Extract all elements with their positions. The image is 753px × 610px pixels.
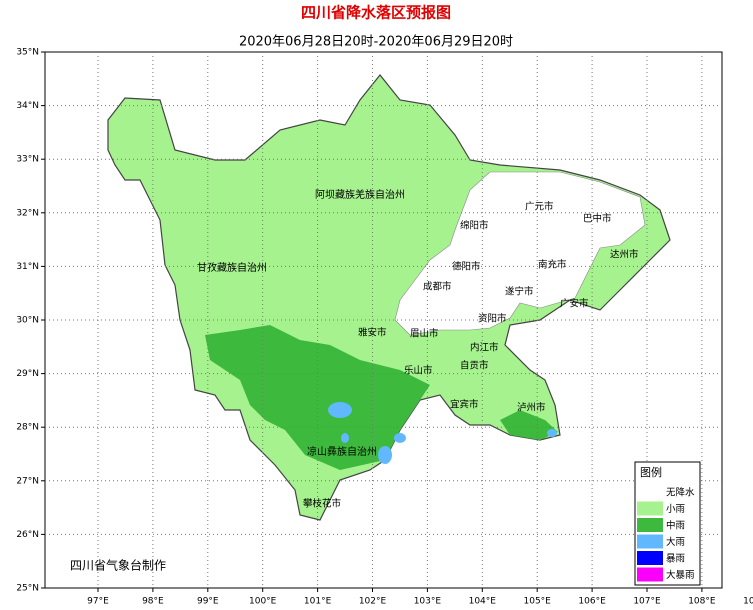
lon-tick-label: 99°E [197,597,219,607]
lat-tick-label: 30°N [16,316,39,326]
city-label: 广元市 [525,201,554,213]
labels: 阿坝藏族羌族自治州 甘孜藏族自治州 凉山彝族自治州 广元市 巴中市 绵阳市 达州… [197,188,639,510]
lat-tick-label: 28°N [16,423,39,433]
city-label: 成都市 [423,281,452,293]
title: 四川省降水落区预报图 [301,4,451,22]
moderate-rain-area [500,410,558,440]
lat-tick-label: 33°N [16,155,39,165]
no-rain-area [394,171,646,336]
lat-tick-label: 29°N [16,369,39,379]
legend-swatch [637,551,663,565]
legend-label: 无降水 [666,487,695,499]
legend-label: 暴雨 [666,554,685,565]
city-label: 广安市 [560,298,589,310]
lat-tick-label: 31°N [16,262,39,272]
city-label: 达州市 [610,249,639,261]
lon-tick-label: 101°E [304,597,332,607]
lon-tick-label: 103°E [414,597,442,607]
city-label: 宜宾市 [450,399,479,411]
city-label: 南充市 [538,259,567,271]
city-label: 内江市 [470,342,499,354]
lon-tick-label: 100°E [249,597,277,607]
lon-tick-label: 107°E [633,597,661,607]
city-label: 遂宁市 [505,286,534,298]
credit: 四川省气象台制作 [70,558,166,573]
lat-tick-label: 26°N [16,530,39,540]
legend-swatch [637,518,663,532]
heavy-rain-area [547,429,557,437]
lat-tick-label: 25°N [16,584,39,594]
legend-swatch [637,567,663,582]
city-label: 自贡市 [460,360,489,372]
region-label: 阿坝藏族羌族自治州 [315,188,405,201]
city-label: 泸州市 [517,402,546,414]
city-label: 攀枝花市 [303,498,342,510]
lon-tick-label: 106°E [578,597,606,607]
city-label: 资阳市 [478,313,507,325]
lon-tick-label: 97°E [87,597,109,607]
lon-tick-label: 109°E [743,597,753,607]
lon-tick-label: 104°E [469,597,497,607]
lat-tick-label: 35°N [16,48,39,58]
legend-swatch [637,485,663,499]
legend-title: 图例 [640,465,662,479]
subtitle: 2020年06月28日20时-2020年06月29日20时 [239,35,513,50]
legend-label: 中雨 [666,520,685,532]
moderate-rain-area [205,325,430,470]
heavy-rain-area [394,433,406,443]
lon-tick-label: 102°E [359,597,387,607]
legend-label: 大雨 [666,536,685,548]
lon-tick-label: 105°E [524,597,552,607]
city-label: 巴中市 [583,213,612,225]
region-label: 凉山彝族自治州 [307,445,377,458]
heavy-rain-area [328,402,352,418]
lon-tick-label: 98°E [142,597,164,607]
lat-tick-label: 32°N [16,208,39,218]
graticule [41,51,722,592]
legend-label: 小雨 [666,504,685,515]
legend-swatch [637,501,663,516]
city-label: 绵阳市 [460,220,489,232]
lat-tick-label: 27°N [16,476,39,486]
city-label: 眉山市 [410,328,439,340]
lat-tick-label: 34°N [16,101,39,111]
region-label: 甘孜藏族自治州 [197,261,267,274]
precip-areas [107,74,671,521]
heavy-rain-area [341,433,349,443]
legend-label: 大暴雨 [666,569,695,581]
city-label: 德阳市 [452,261,481,273]
lon-tick-label: 108°E [688,597,716,607]
heavy-rain-area [378,446,392,464]
city-label: 乐山市 [404,365,433,377]
city-label: 雅安市 [358,327,387,339]
legend-swatch [637,534,663,549]
